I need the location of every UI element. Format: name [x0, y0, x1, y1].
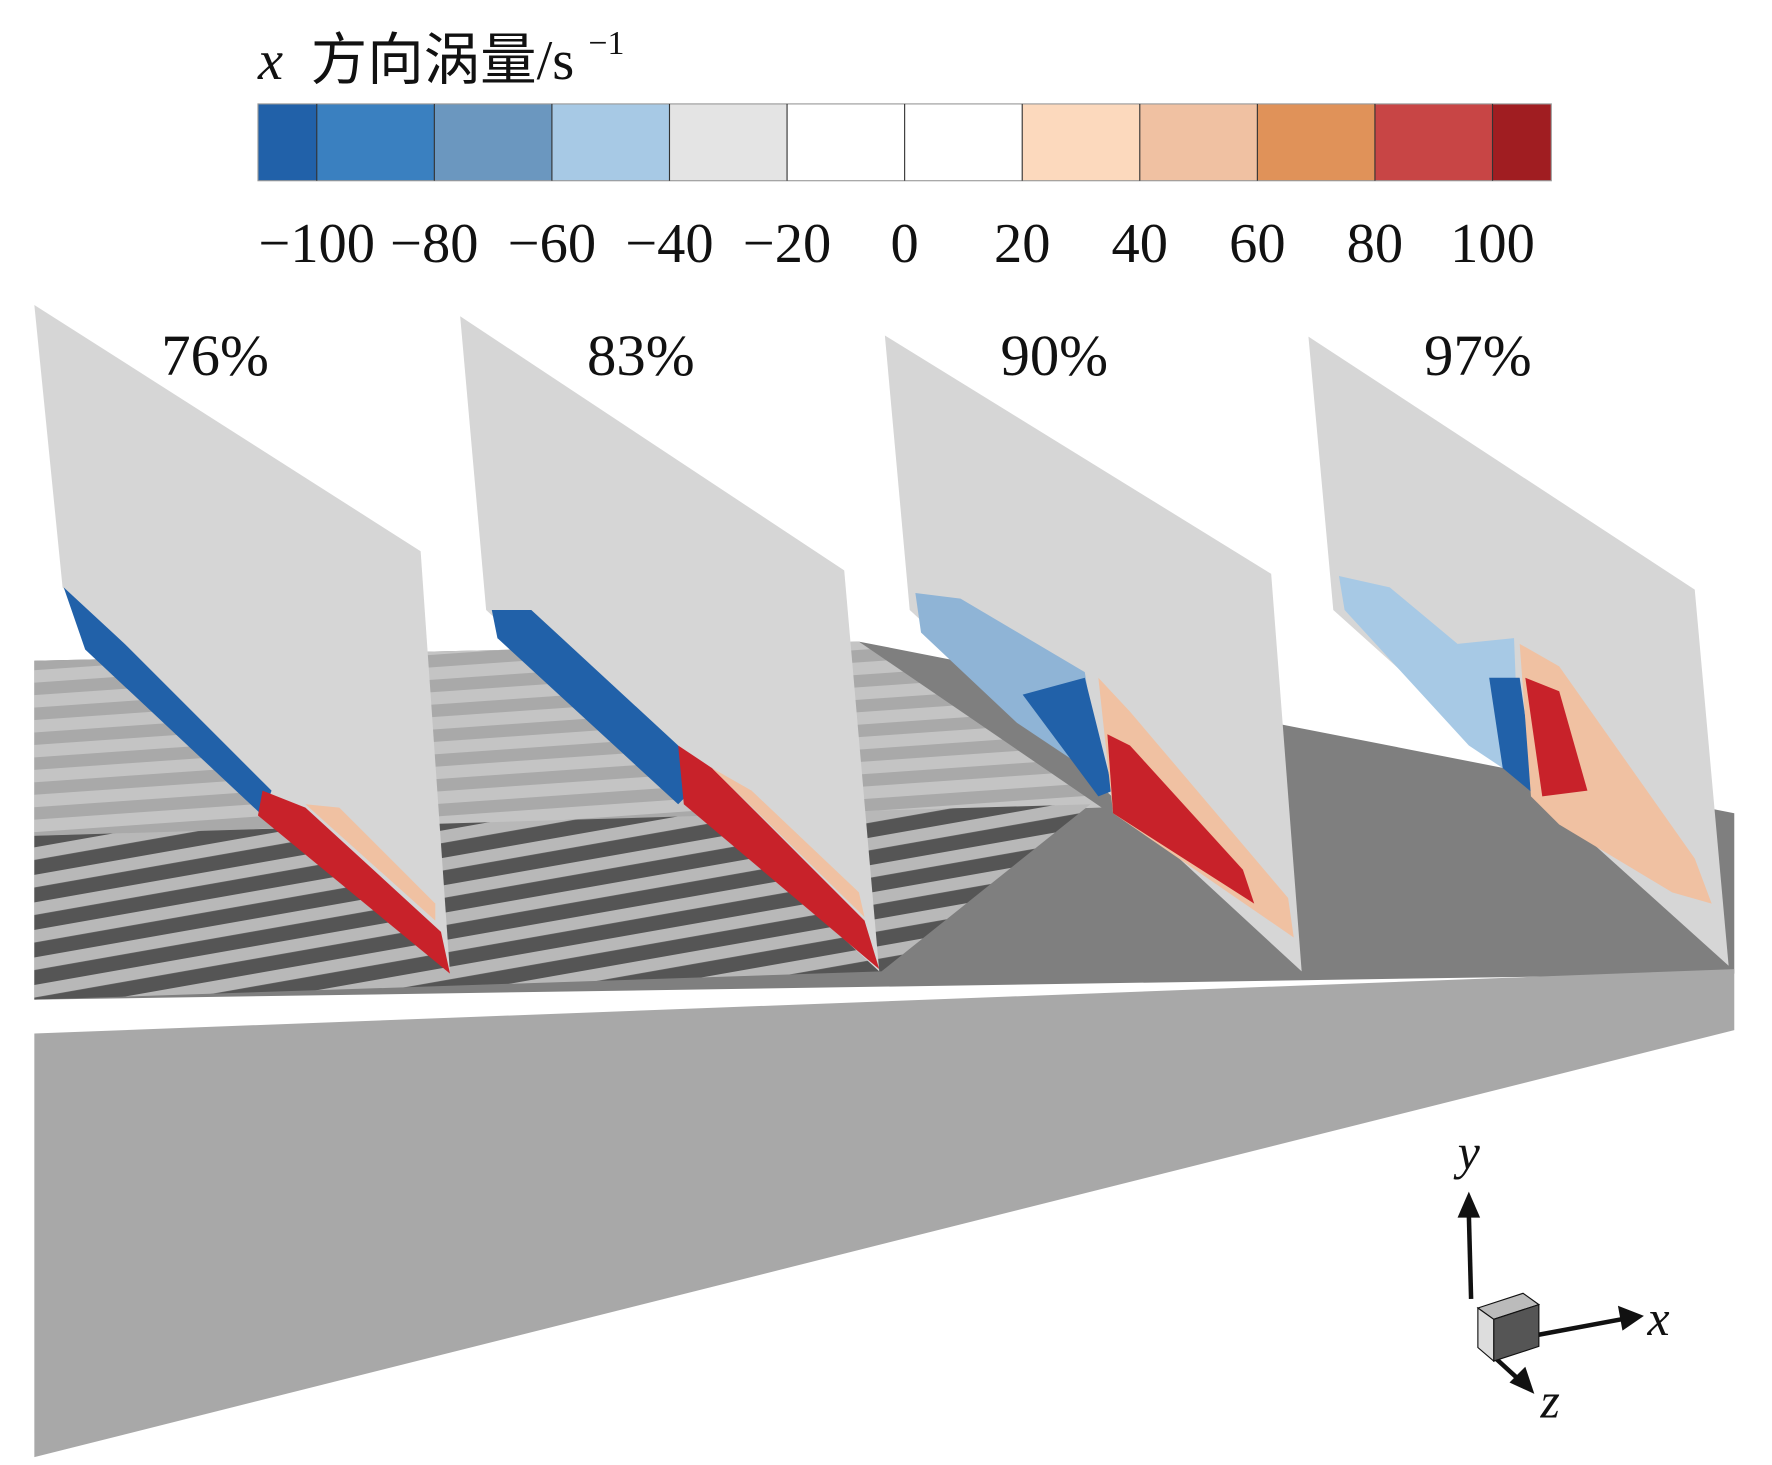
- colorbar-tick-label: −100: [258, 213, 375, 275]
- x-axis-arrow: [1536, 1317, 1622, 1338]
- contour: [1338, 576, 1520, 780]
- plane-sheet: [460, 316, 880, 972]
- contour: [63, 587, 272, 816]
- y-axis-arrow: [1466, 1214, 1474, 1300]
- plane-label: 97%: [1424, 323, 1532, 388]
- colorbar-segment: [257, 103, 317, 181]
- arrow-head: [1617, 1305, 1644, 1331]
- contour: [712, 768, 865, 918]
- title-text: 方向涡量/s: [311, 30, 575, 92]
- colorbar-title: x 方向涡量/s −1: [257, 25, 624, 92]
- colorbar-tick-label: 0: [891, 213, 919, 275]
- colorbar-tick-label: −80: [390, 213, 478, 275]
- plane-label: 90%: [1000, 323, 1108, 388]
- colorbar-segment: [551, 103, 670, 181]
- colorbar-segment: [787, 103, 905, 181]
- axis-label: z: [1539, 1374, 1559, 1429]
- axis-triad: y x z: [1453, 1125, 1670, 1428]
- contour: [1525, 677, 1588, 797]
- colorbar-tick-label: −60: [508, 213, 596, 275]
- contour: [1489, 677, 1537, 797]
- colorbar-segment: [669, 103, 788, 181]
- contour: [257, 790, 451, 974]
- colorbar-tick-label: −40: [625, 213, 713, 275]
- colorbar-tick-label: 20: [994, 213, 1050, 275]
- plane: 83%: [460, 316, 880, 972]
- cube: [1477, 1306, 1495, 1363]
- axis-label: y: [1453, 1125, 1481, 1180]
- plane-label: 83%: [587, 323, 695, 388]
- contour: [1022, 677, 1114, 797]
- colorbar-tick-label: 80: [1347, 213, 1403, 275]
- colorbar-segment: [1022, 103, 1140, 181]
- plane-sheet: [34, 304, 451, 974]
- colorbar-segment: [904, 103, 1023, 181]
- colorbar-segment: [434, 103, 552, 181]
- contour: [1098, 677, 1294, 938]
- colorbar-segment: [1257, 103, 1375, 181]
- plane: 76%: [34, 304, 451, 974]
- plane-label: 76%: [161, 323, 269, 388]
- arrow-head: [1509, 1366, 1535, 1394]
- contour: [1519, 643, 1712, 904]
- contour: [678, 745, 880, 970]
- colorbar-segment: [1139, 103, 1258, 181]
- colorbar-tick-label: −20: [743, 213, 831, 275]
- colorbar-tick-label: 40: [1112, 213, 1168, 275]
- colorbar-tick-label: 60: [1229, 213, 1285, 275]
- colorbar-tick-label: 100: [1450, 213, 1535, 275]
- floor: [34, 969, 1735, 1458]
- planes: 76% 83% 90% 97%: [34, 304, 1729, 974]
- arrow-head: [1457, 1191, 1481, 1218]
- contour: [305, 804, 436, 921]
- colorbar: −100 −80 −60 −40 −20 0 20 40 60 80 100: [257, 103, 1552, 275]
- contour: [491, 609, 692, 805]
- colorbar-segment: [1492, 103, 1552, 181]
- title-variable: x: [257, 30, 283, 92]
- title-exponent: −1: [588, 25, 624, 62]
- contour: [1107, 734, 1255, 904]
- colorbar-segment: [316, 103, 435, 181]
- plane: 90%: [884, 323, 1302, 972]
- colorbar-segment: [1374, 103, 1493, 181]
- axis-label: x: [1647, 1291, 1670, 1346]
- plane: 97%: [1308, 323, 1729, 966]
